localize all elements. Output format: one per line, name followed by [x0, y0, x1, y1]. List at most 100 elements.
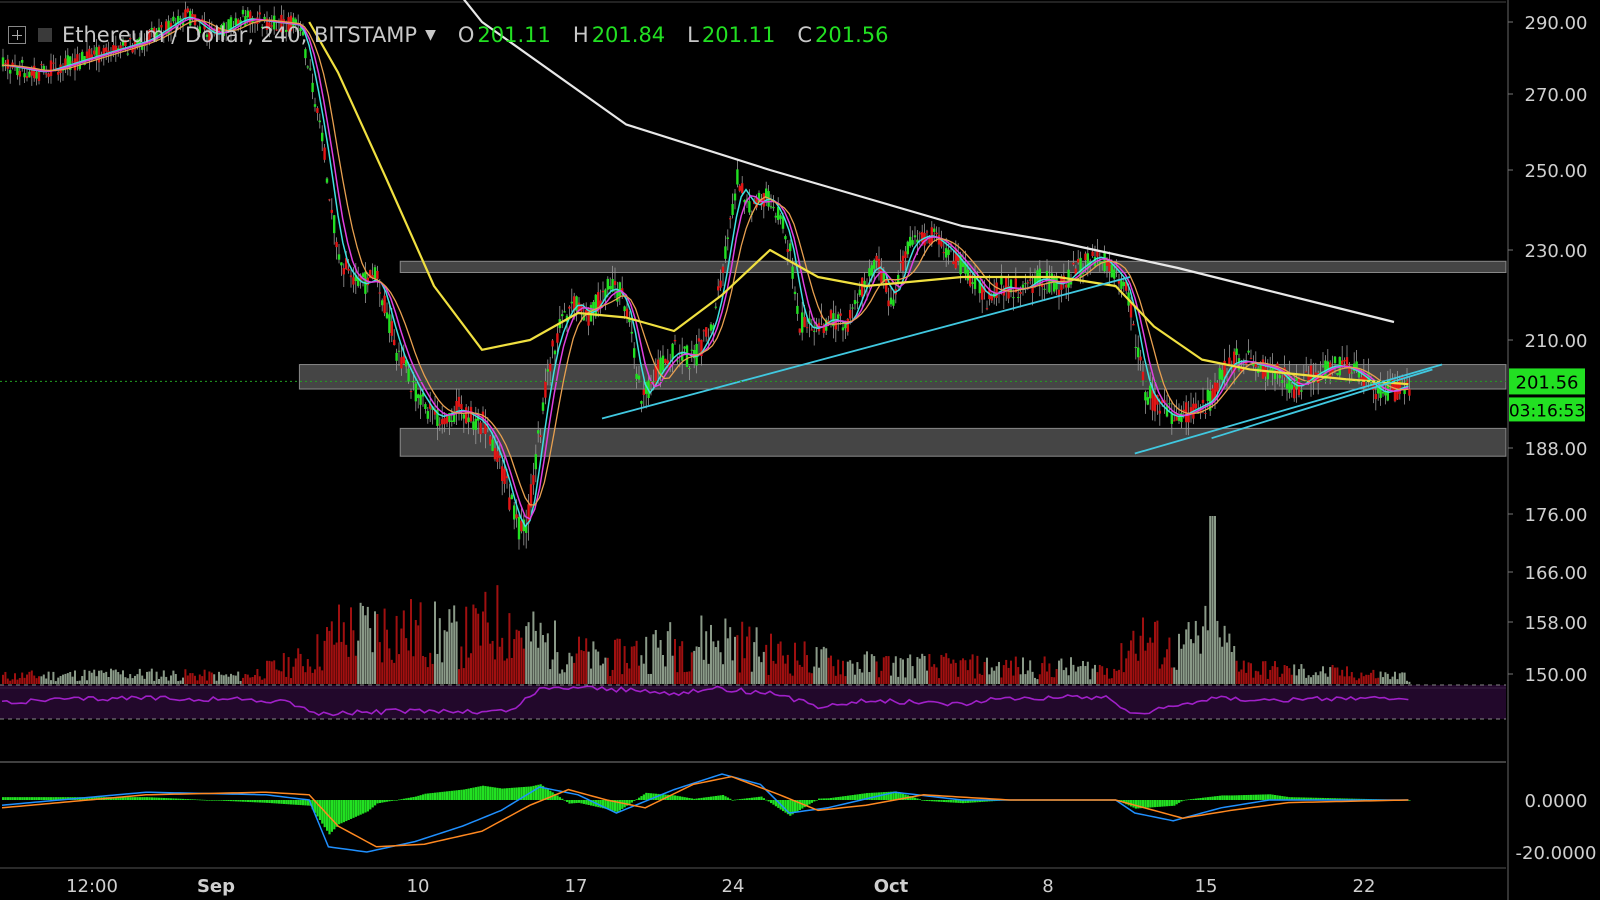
volume-bar: [1326, 676, 1329, 684]
candle: [467, 406, 470, 435]
volume-bar: [911, 666, 914, 684]
macd-histogram-bar: [263, 800, 266, 803]
macd-histogram-bar: [671, 795, 674, 800]
candle: [1033, 268, 1037, 289]
candle: [489, 434, 492, 446]
macd-histogram-bar: [539, 784, 542, 800]
macd-histogram-bar: [561, 798, 564, 800]
volume-bar: [479, 645, 482, 684]
volume-bar: [623, 646, 626, 684]
candle: [841, 321, 845, 342]
ema-yellow-line: [308, 21, 1409, 386]
macd-histogram-bar: [314, 800, 317, 813]
volume-bar: [1010, 660, 1012, 684]
volume-bar: [1353, 677, 1356, 684]
volume-bar: [162, 670, 165, 684]
volume-bar: [1175, 669, 1178, 684]
macd-histogram-bar: [1334, 798, 1337, 800]
candle: [93, 45, 96, 56]
volume-bar: [1338, 675, 1341, 684]
candle: [1177, 403, 1181, 424]
expand-icon[interactable]: [8, 26, 26, 44]
trendline[interactable]: [601, 276, 1131, 420]
macd-histogram-bar: [90, 797, 93, 800]
macd-histogram-bar: [892, 791, 895, 800]
volume-bar: [1312, 674, 1315, 684]
candle: [529, 473, 533, 518]
sr-zone[interactable]: [399, 427, 1507, 457]
macd-histogram-bar: [1259, 794, 1262, 800]
macd-histogram-bar: [870, 792, 873, 800]
trendline[interactable]: [1211, 368, 1433, 440]
volume-bar: [510, 657, 513, 684]
macd-histogram-bar: [275, 800, 278, 804]
volume-bar: [138, 668, 141, 684]
candle: [333, 214, 336, 245]
macd-histogram-bar: [659, 794, 662, 800]
candle: [952, 250, 955, 265]
volume-bar: [1266, 678, 1269, 684]
volume-bar: [203, 669, 206, 684]
volume-bar: [1000, 677, 1003, 684]
volume-bar: [1156, 620, 1159, 684]
macd-histogram-bar: [153, 797, 156, 800]
macd-histogram-bar: [820, 798, 823, 800]
volume-bar: [4, 671, 7, 684]
candle: [37, 70, 41, 85]
chevron-down-icon[interactable]: ▼: [425, 27, 436, 43]
volume-bar: [513, 639, 516, 684]
macd-histogram-bar: [710, 796, 713, 800]
macd-histogram-bar: [436, 792, 439, 800]
volume-bar: [971, 654, 974, 684]
macd-histogram-bar: [270, 800, 273, 804]
candle: [501, 460, 504, 496]
candle: [484, 409, 487, 449]
candle: [741, 176, 744, 197]
volume-bar: [218, 671, 220, 684]
volume-bar: [878, 677, 880, 684]
candle: [1012, 289, 1015, 311]
macd-histogram-bar: [928, 800, 931, 802]
candle: [724, 235, 727, 263]
volume-bar: [1329, 667, 1332, 684]
volume-bar: [1029, 660, 1032, 684]
macd-histogram-bar: [398, 799, 401, 801]
volume-bar: [1211, 516, 1214, 684]
trendline[interactable]: [1134, 363, 1443, 455]
volume-bar: [983, 662, 986, 684]
volume-bar: [594, 649, 597, 684]
macd-histogram-bar: [839, 796, 842, 800]
macd-histogram-bar: [280, 800, 283, 804]
candle: [1293, 372, 1296, 402]
macd-histogram-bar: [47, 797, 50, 800]
volume-bar: [796, 660, 799, 684]
macd-histogram-bar: [962, 800, 965, 804]
volume-bar: [1365, 674, 1368, 684]
candle: [1117, 273, 1121, 295]
macd-histogram-bar: [165, 798, 168, 800]
close-value: 201.56: [815, 23, 889, 47]
volume-bar: [426, 667, 429, 684]
candle: [357, 266, 360, 288]
macd-histogram-bar: [981, 800, 984, 802]
symbol-title[interactable]: Ethereum / Dollar, 240, BITSTAMP: [62, 23, 418, 47]
volume-bar: [842, 660, 844, 684]
macd-histogram-bar: [342, 800, 345, 823]
macd-histogram-bar: [460, 789, 463, 800]
volume-bar: [246, 674, 249, 684]
volume-bar: [825, 648, 828, 684]
volume-bar: [974, 678, 976, 684]
macd-histogram-bar: [784, 800, 787, 813]
volume-bar: [1014, 656, 1017, 684]
candle: [1086, 246, 1089, 277]
candle: [517, 513, 521, 550]
volume-bar: [1372, 669, 1375, 684]
volume-bar: [1108, 678, 1111, 684]
candle: [1007, 274, 1010, 304]
volume-bar: [1408, 681, 1411, 684]
volume-bar: [422, 655, 424, 684]
macd-histogram-bar: [6, 797, 9, 800]
macd-histogram-bar: [1166, 800, 1169, 807]
volume-bar: [254, 674, 256, 684]
